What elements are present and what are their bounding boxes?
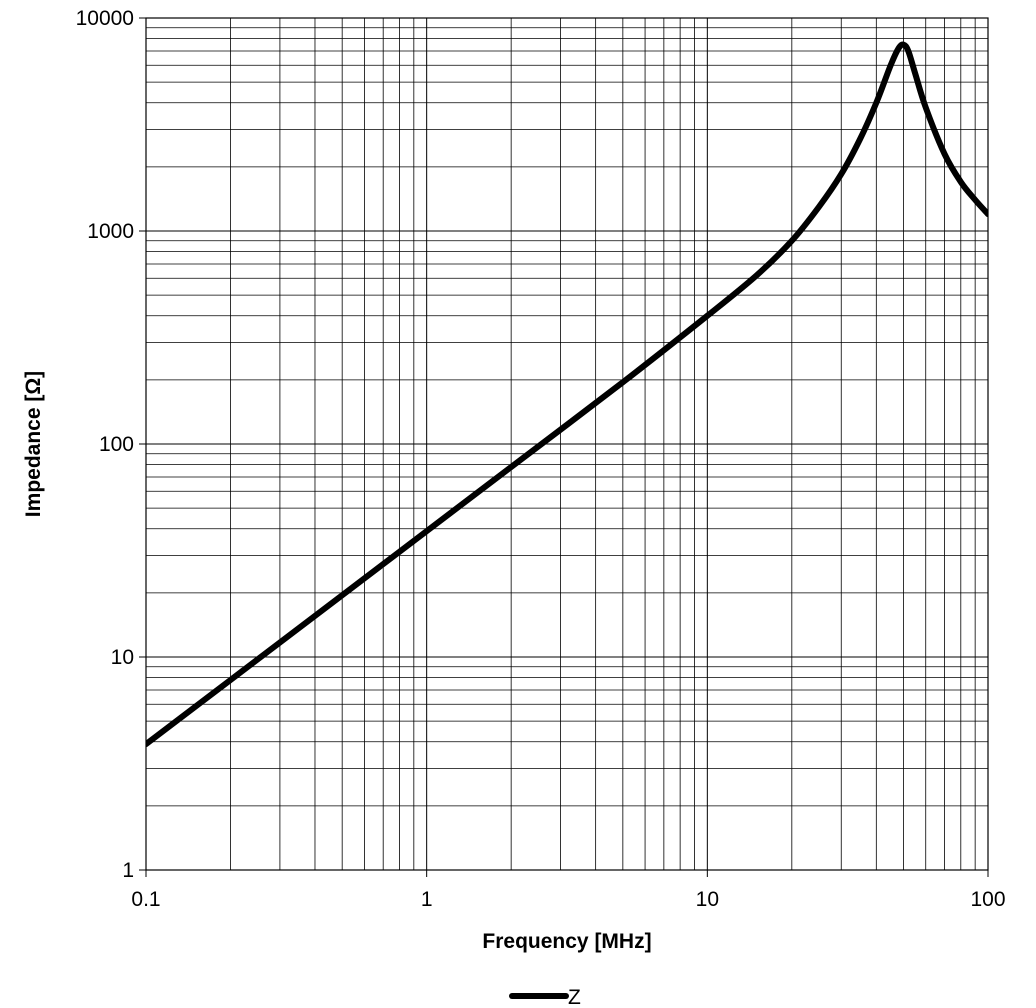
y-tick-label: 1 [122,859,134,882]
series-line-z [146,45,988,745]
x-tick-label: 0.1 [131,888,160,911]
x-tick-labels: 0.1 1 10 100 [131,870,1005,911]
legend: Z [512,986,581,1008]
y-tick-label: 1000 [87,220,134,243]
x-tick-label: 1 [421,888,433,911]
y-tick-label: 100 [99,433,134,456]
grid [146,18,988,870]
series-group [146,45,988,745]
y-axis-title: Impedance [Ω] [22,371,45,517]
x-axis-title: Frequency [MHz] [482,930,651,953]
x-tick-label: 10 [696,888,719,911]
y-tick-labels: 1 10 100 1000 10000 [76,7,146,882]
y-tick-label: 10000 [76,7,134,30]
x-tick-label: 100 [970,888,1005,911]
legend-label-z: Z [568,986,581,1008]
y-tick-label: 10 [111,646,134,669]
